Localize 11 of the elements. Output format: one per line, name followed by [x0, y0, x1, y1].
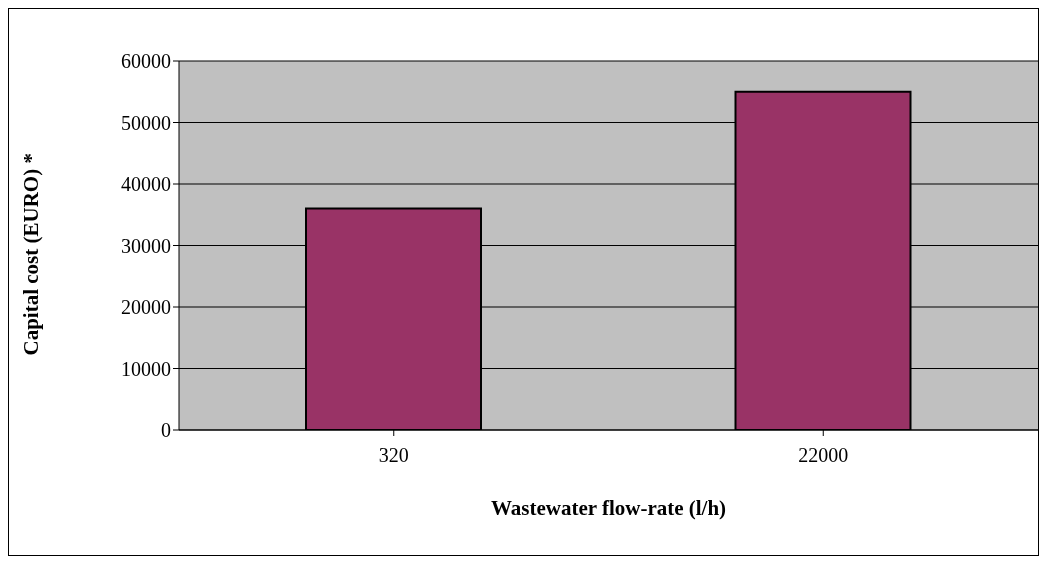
y-axis-title: Capital cost (EURO) * [19, 153, 44, 356]
x-tick-label: 320 [378, 444, 409, 467]
y-tick-label: 20000 [121, 296, 171, 319]
x-tick-label: 22000 [798, 444, 849, 467]
y-tick-label: 10000 [121, 357, 171, 380]
y-tick-label: 40000 [121, 173, 171, 196]
y-tick-label: 0 [161, 419, 171, 442]
x-axis-title: Wastewater flow-rate (l/h) [490, 496, 727, 520]
y-tick-label: 60000 [121, 50, 171, 73]
y-tick-label: 50000 [121, 111, 171, 134]
y-tick-label: 30000 [121, 234, 171, 257]
